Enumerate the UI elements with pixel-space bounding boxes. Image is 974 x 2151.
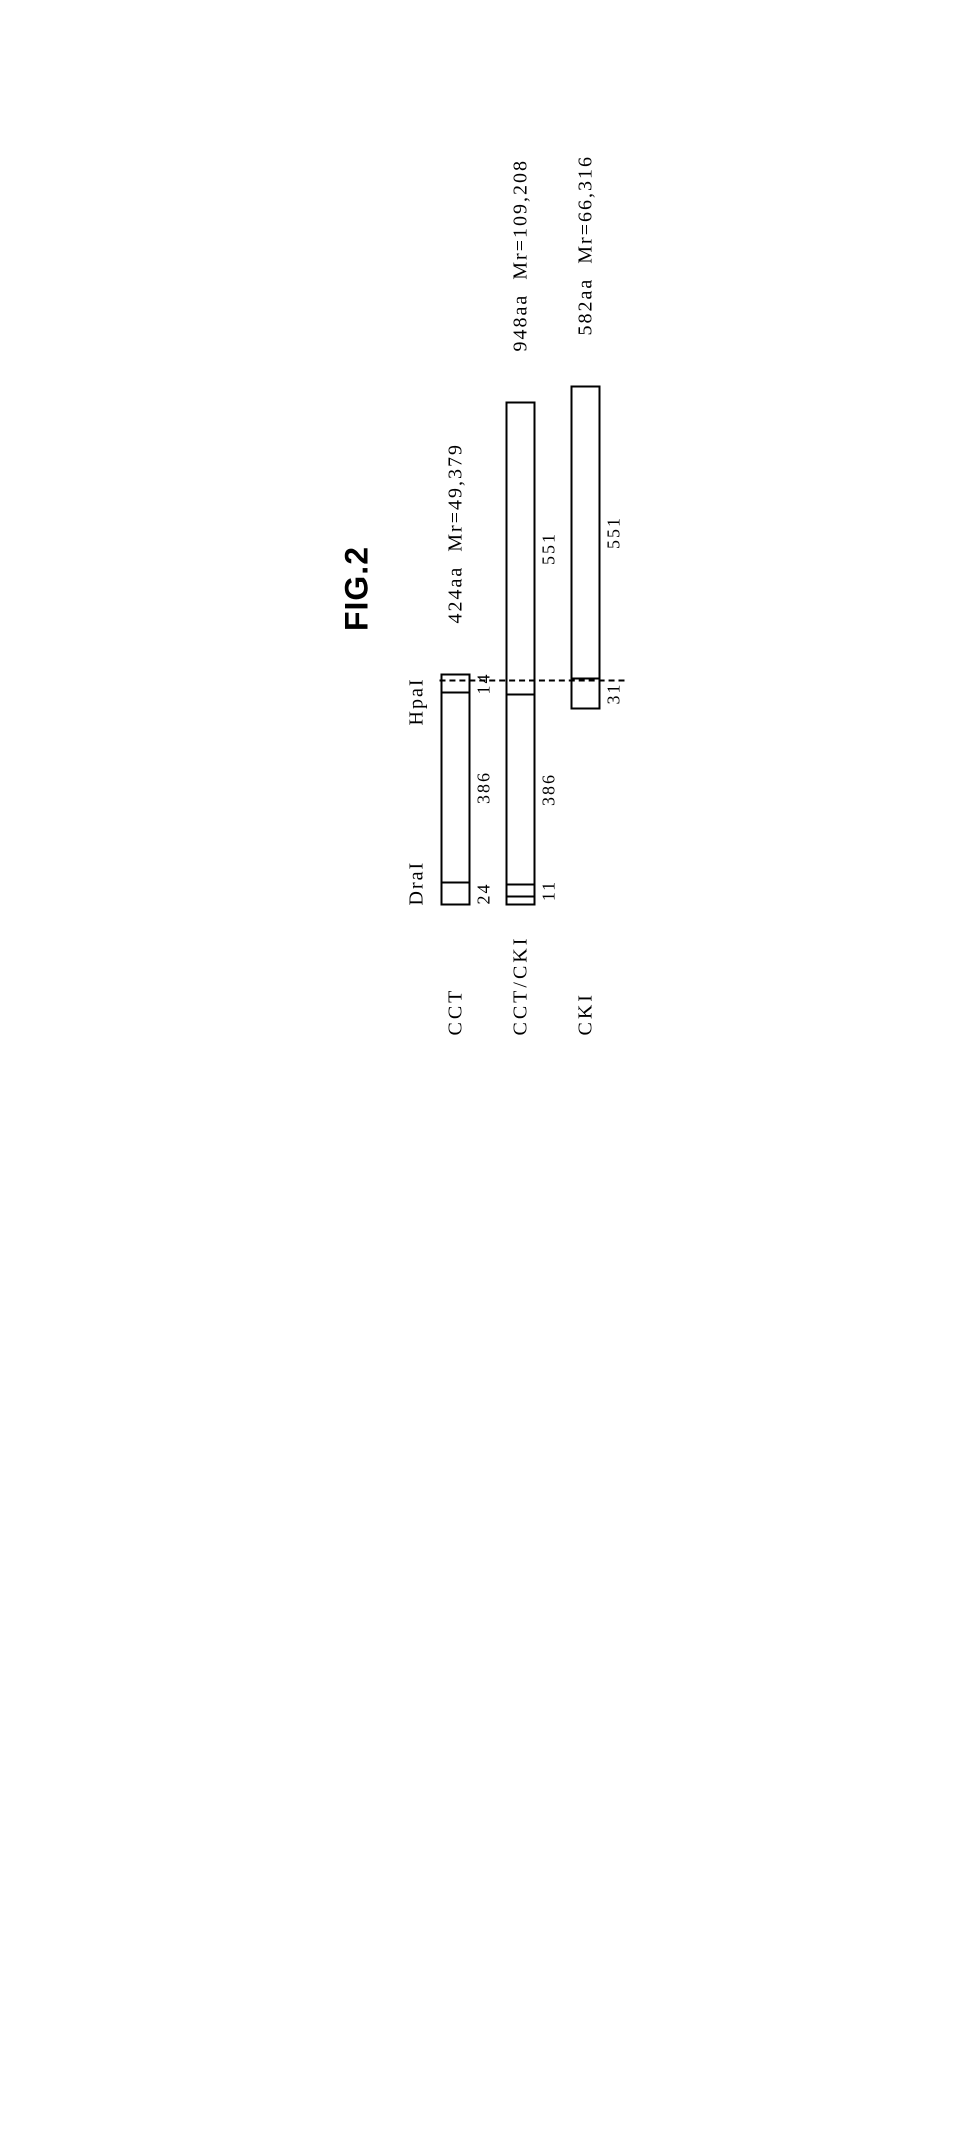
segment: 24 xyxy=(443,882,469,904)
segment-length: 24 xyxy=(474,883,495,905)
segment: 31 xyxy=(573,678,599,708)
segment: 551 xyxy=(573,388,599,678)
aa-count: 582aa xyxy=(574,278,596,336)
segment-length: 11 xyxy=(539,880,560,901)
aa-count: 424aa xyxy=(444,566,466,624)
segment: 14 xyxy=(443,676,469,692)
segment: 386 xyxy=(443,692,469,882)
diagram: DraI HpaI CCT2438614424aa Mr=49,379CCT/C… xyxy=(406,142,601,1036)
construct-bar: 2438614 xyxy=(441,674,471,906)
construct-name: CCT/CKI xyxy=(509,906,532,1036)
hpa-cut-line xyxy=(440,680,625,682)
segment-length: 14 xyxy=(474,673,495,695)
segment-length: 386 xyxy=(474,771,495,804)
construct-bar: 11386551 xyxy=(506,402,536,906)
construct-row: CKI 31551 582aa Mr=66,316 xyxy=(571,142,601,1036)
mr-value: Mr=109,208 xyxy=(509,159,531,280)
construct-bar: 31551 xyxy=(571,386,601,710)
segment xyxy=(508,896,534,904)
enzyme-hpa-label: HpaI xyxy=(406,678,429,726)
construct-info: 424aa Mr=49,379 xyxy=(444,443,467,624)
enzyme-dra-label: DraI xyxy=(406,861,429,906)
construct-info: 582aa Mr=66,316 xyxy=(574,155,597,336)
segment: 551 xyxy=(508,404,534,694)
construct-row: CCT/CKI11386551948aa Mr=109,208 xyxy=(506,142,536,1036)
segment: 11 xyxy=(508,884,534,896)
mr-value: Mr=66,316 xyxy=(574,155,596,264)
aa-count: 948aa xyxy=(509,294,531,352)
construct-name: CCT xyxy=(444,906,467,1036)
segment: 386 xyxy=(508,694,534,884)
construct-name: CKI xyxy=(574,906,597,1036)
construct-info: 948aa Mr=109,208 xyxy=(509,159,532,352)
segment-length: 31 xyxy=(604,683,625,705)
segment-length: 386 xyxy=(539,773,560,806)
segment-length: 551 xyxy=(604,516,625,549)
mr-value: Mr=49,379 xyxy=(444,443,466,552)
construct-row: CCT2438614 424aa Mr=49,379 xyxy=(441,142,471,1036)
segment-length: 551 xyxy=(539,532,560,565)
figure-title: FIG.2 xyxy=(339,142,376,1036)
